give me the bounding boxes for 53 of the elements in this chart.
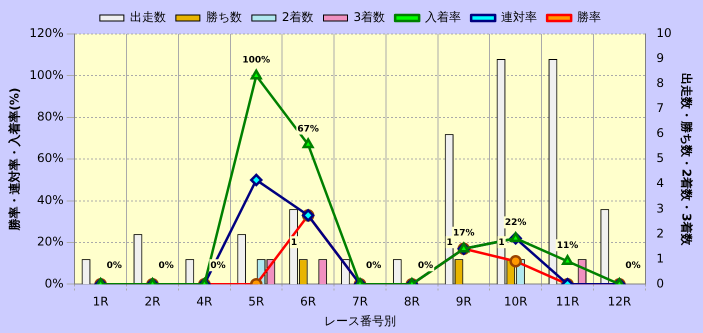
y-tick-label: 40% [37, 192, 64, 207]
legend-label: 入着率 [425, 10, 462, 24]
y-tick-label: 0% [44, 276, 64, 290]
y2-tick-label: 6 [656, 126, 664, 140]
y2-tick-label: 3 [656, 201, 664, 216]
y-tick-label: 120% [29, 26, 64, 40]
y2-tick-label: 2 [656, 226, 664, 240]
legend-label: 出走数 [130, 10, 166, 24]
y-axis-title: 勝率・連対率・入着率(%) [7, 88, 22, 232]
data-label: 67% [297, 124, 319, 134]
y2-tick-label: 0 [656, 276, 664, 290]
y2-tick-label: 10 [656, 26, 672, 40]
legend-label: 勝ち数 [206, 10, 242, 24]
data-label: 11% [556, 241, 578, 252]
y2-tick-label: 8 [656, 76, 664, 90]
data-label: 0% [106, 261, 122, 272]
data-label: 0% [210, 261, 226, 272]
x-axis-title: レース番号別 [324, 314, 396, 328]
x-tick-label: 7R [352, 294, 368, 309]
x-tick-label: 5R [248, 294, 264, 309]
y2-tick-label: 9 [656, 51, 664, 66]
y-tick-label: 20% [37, 234, 64, 249]
y2-tick-label: 4 [656, 176, 664, 190]
data-label: 100% [242, 56, 270, 66]
y-tick-label: 80% [37, 110, 64, 124]
data-label: 0% [625, 261, 641, 272]
y2-axis-title: 出走数・勝ち数・2着数・3着数 [680, 72, 694, 246]
data-label: 17% [452, 228, 475, 239]
x-tick-label: 9R [456, 294, 472, 309]
legend-label: 3着数 [354, 10, 386, 24]
y-tick-label: 60% [37, 151, 64, 166]
data-label: 22% [504, 218, 526, 228]
x-tick-label: 8R [404, 294, 420, 309]
x-tick-label: 4R [196, 294, 212, 309]
legend-label: 連対率 [501, 10, 538, 24]
y-tick-label: 100% [29, 68, 64, 82]
x-tick-label: 6R [300, 294, 316, 309]
data-label: 0% [158, 261, 174, 272]
x-tick-label: 2R [144, 294, 161, 309]
x-tick-label: 1R [92, 294, 109, 309]
x-tick-label: 11R [556, 294, 580, 309]
data-label: 0% [366, 261, 382, 272]
legend-label: 2着数 [282, 10, 314, 24]
y2-tick-label: 1 [656, 251, 664, 266]
x-tick-label: 12R [608, 294, 632, 309]
legend-label: 勝率 [577, 10, 602, 24]
data-label: 1 [498, 238, 505, 248]
data-label: 0% [418, 261, 434, 272]
x-tick-label: 10R [504, 294, 528, 309]
data-label: 1 [290, 238, 298, 248]
y2-tick-label: 5 [656, 151, 664, 166]
data-label: 1 [446, 238, 453, 248]
y2-tick-label: 7 [656, 101, 664, 116]
